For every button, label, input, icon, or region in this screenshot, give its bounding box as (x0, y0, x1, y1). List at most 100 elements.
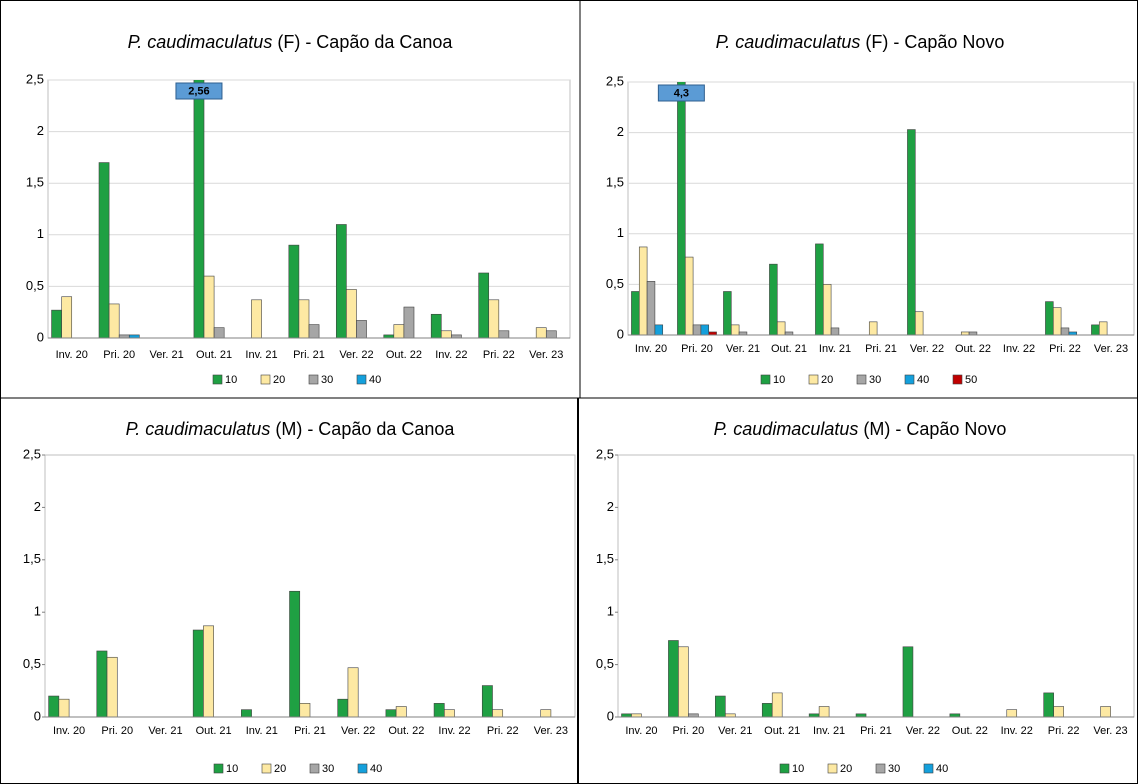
chart: P. caudimaculatus (M) - Capão da Canoa 0 0… (23, 419, 576, 775)
y-tick-label: 2 (37, 123, 44, 138)
chart-title: P. caudimaculatus (F) - Capão Novo (716, 32, 1005, 52)
legend-label: 40 (936, 763, 948, 775)
x-tick-label: Inv. 22 (435, 349, 467, 361)
legend-label: 20 (840, 763, 852, 775)
bar (96, 650, 108, 717)
legend-swatch (308, 374, 319, 385)
bar (299, 703, 311, 717)
y-tick-label: 2,5 (596, 446, 614, 461)
legend-label: 30 (321, 374, 333, 386)
bar (684, 256, 694, 335)
bar (540, 709, 552, 717)
x-tick-label: Out. 21 (771, 343, 807, 355)
bar (498, 330, 510, 338)
bar (488, 299, 500, 338)
legend-label: 20 (274, 763, 286, 775)
bar (1091, 324, 1100, 335)
x-tick-label: Pri. 21 (865, 343, 897, 355)
x-tick-label: Ver. 21 (148, 725, 182, 737)
bar (395, 706, 407, 717)
y-tick-label: 0 (607, 708, 614, 723)
chart: P. caudimaculatus (F) - Capão da Canoa 0 0… (26, 32, 571, 386)
chart: P. caudimaculatus (M) - Capão Novo 0 0,5 1 1… (596, 419, 1135, 775)
legend-label: 40 (370, 763, 382, 775)
x-tick-label: Pri. 22 (483, 349, 515, 361)
x-tick-label: Ver. 22 (341, 725, 375, 737)
bar (725, 713, 736, 717)
bar (478, 272, 490, 338)
bar (902, 646, 914, 717)
legend-label: 10 (773, 374, 785, 386)
x-tick-label: Pri. 20 (672, 725, 704, 737)
bar (403, 306, 415, 338)
bar (668, 640, 679, 717)
bar (385, 709, 397, 717)
bar (430, 313, 442, 338)
bar (108, 303, 120, 338)
plot-area (627, 81, 1135, 336)
x-tick-label: Inv. 21 (819, 343, 851, 355)
x-tick-label: Pri. 20 (101, 725, 133, 737)
bar (868, 321, 878, 335)
y-tick-label: 0,5 (606, 276, 624, 291)
bar (1100, 706, 1111, 717)
bar (347, 667, 359, 717)
bar (298, 299, 310, 338)
bar (356, 320, 367, 338)
bar (1045, 301, 1054, 335)
plot-area (617, 454, 1135, 718)
x-tick-label: Inv. 20 (56, 349, 88, 361)
x-tick-label: Ver. 21 (150, 349, 184, 361)
x-tick-label: Ver. 23 (1094, 343, 1128, 355)
x-tick-label: Out. 22 (955, 343, 991, 355)
title-species: P. caudimaculatus (714, 419, 859, 439)
bar (444, 709, 455, 717)
bar (830, 327, 840, 335)
y-tick-label: 2,5 (26, 71, 44, 86)
y-tick-label: 0 (34, 708, 41, 723)
bar (715, 695, 726, 717)
bar (51, 309, 62, 338)
y-tick-label: 2 (34, 499, 41, 514)
x-tick-label: Ver. 23 (1093, 725, 1127, 737)
legend-swatch (856, 374, 867, 385)
bar (769, 263, 778, 335)
bar (730, 324, 740, 335)
legend-label: 30 (869, 374, 881, 386)
legend-label: 50 (965, 374, 977, 386)
bar (241, 709, 252, 717)
bar (761, 703, 773, 717)
title-species: P. caudimaculatus (126, 419, 271, 439)
bar (638, 246, 648, 335)
title-species: P. caudimaculatus (716, 32, 861, 52)
x-tick-label: Inv. 22 (1001, 725, 1033, 737)
y-tick-label: 1 (607, 604, 614, 619)
title-rest: (M) - Capão Novo (858, 419, 1006, 439)
x-tick-label: Pri. 21 (293, 349, 325, 361)
x-tick-label: Out. 21 (196, 725, 232, 737)
y-tick-label: 1 (617, 225, 624, 240)
legend-swatch (827, 763, 838, 774)
x-tick-label: Pri. 20 (681, 343, 713, 355)
bar (907, 129, 916, 335)
legend-swatch (213, 763, 224, 774)
bar (393, 324, 405, 338)
bar (1043, 692, 1054, 717)
y-tick-label: 1,5 (596, 551, 614, 566)
bar (822, 284, 832, 335)
bar (433, 703, 445, 717)
x-tick-label: Out. 22 (388, 725, 424, 737)
legend-swatch (309, 763, 320, 774)
title-species: P. caudimaculatus (128, 32, 273, 52)
bar (723, 291, 732, 335)
bar (308, 324, 320, 338)
bar (700, 324, 710, 335)
y-tick-label: 1,5 (26, 175, 44, 190)
y-tick-label: 0 (617, 326, 624, 341)
x-tick-label: Inv. 21 (246, 725, 278, 737)
x-tick-label: Pri. 22 (1048, 725, 1080, 737)
chart-title: P. caudimaculatus (M) - Capão Novo (714, 419, 1007, 439)
x-tick-label: Out. 21 (196, 349, 232, 361)
y-tick-label: 0,5 (596, 656, 614, 671)
